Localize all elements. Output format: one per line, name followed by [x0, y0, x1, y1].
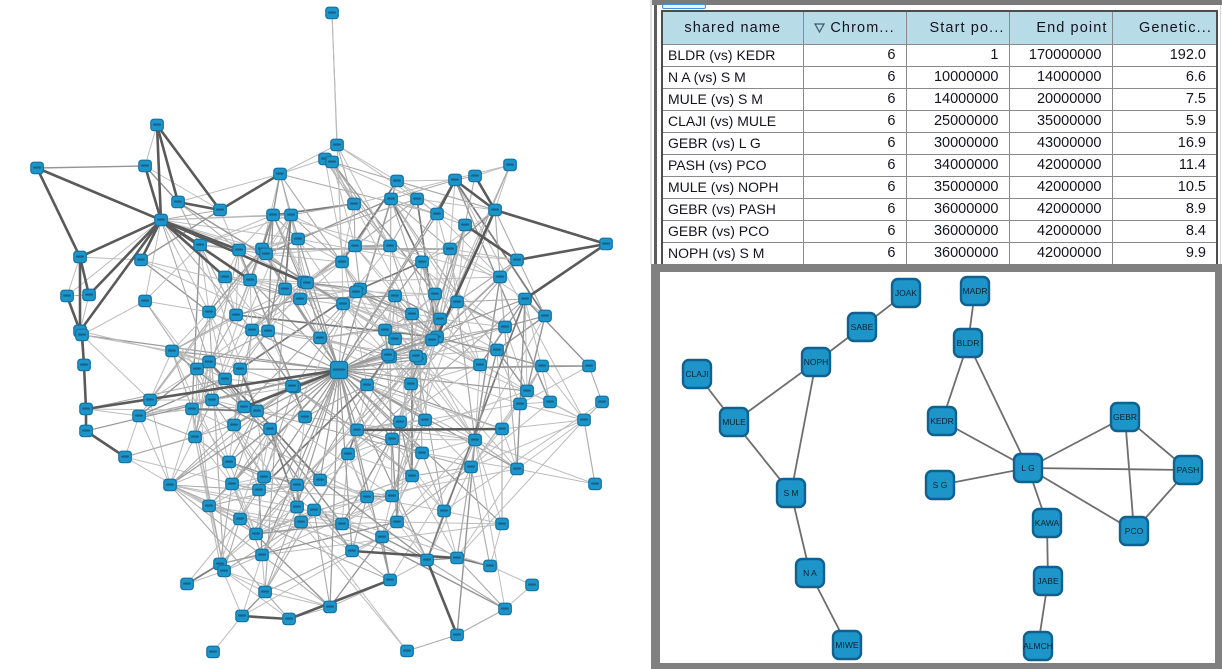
svg-text:BLDR: BLDR	[957, 338, 980, 348]
svg-text:JABE: JABE	[1037, 576, 1059, 586]
svg-text:JOAK: JOAK	[895, 288, 918, 298]
svg-text:KEDR: KEDR	[930, 416, 954, 426]
svg-text:PCO: PCO	[1125, 526, 1144, 536]
svg-text:MULE: MULE	[722, 417, 746, 427]
svg-text:GEBR: GEBR	[1113, 412, 1137, 422]
svg-text:MADR: MADR	[962, 286, 987, 296]
svg-text:CLAJI: CLAJI	[685, 369, 708, 379]
svg-text:MIWE: MIWE	[835, 640, 858, 650]
svg-text:L G: L G	[1021, 463, 1034, 473]
svg-text:PASH: PASH	[1177, 465, 1200, 475]
svg-text:S M: S M	[783, 488, 798, 498]
svg-text:KAWA: KAWA	[1035, 518, 1060, 528]
svg-text:N A: N A	[803, 568, 817, 578]
svg-text:NOPH: NOPH	[804, 357, 829, 367]
svg-text:ALMCH: ALMCH	[1023, 641, 1053, 651]
svg-text:SABE: SABE	[851, 322, 874, 332]
svg-text:S G: S G	[933, 480, 948, 490]
